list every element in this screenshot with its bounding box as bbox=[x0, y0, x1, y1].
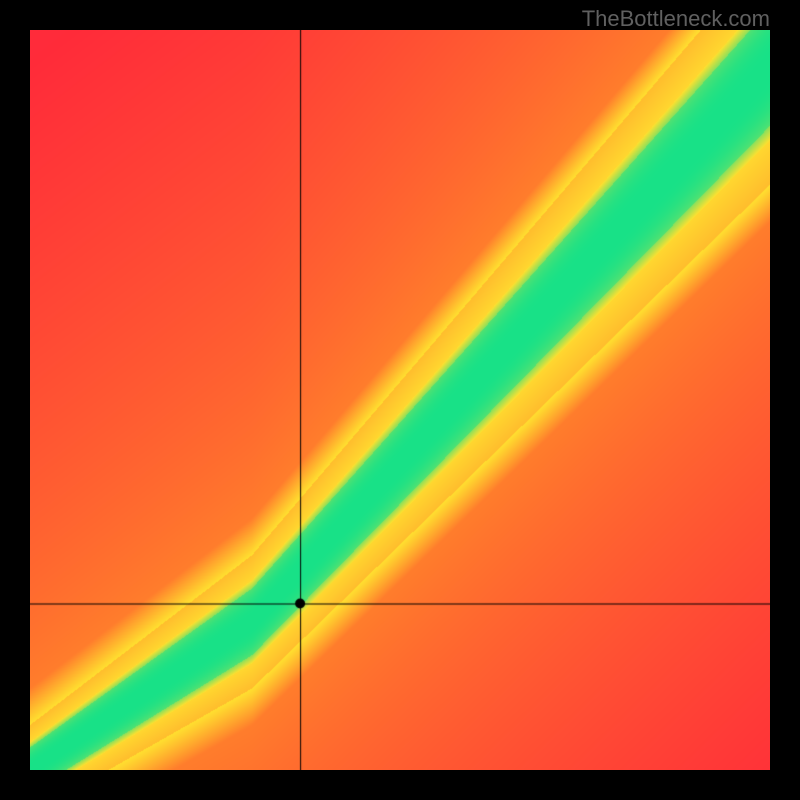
watermark-text: TheBottleneck.com bbox=[582, 6, 770, 32]
bottleneck-heatmap bbox=[30, 30, 770, 770]
chart-container: TheBottleneck.com bbox=[0, 0, 800, 800]
